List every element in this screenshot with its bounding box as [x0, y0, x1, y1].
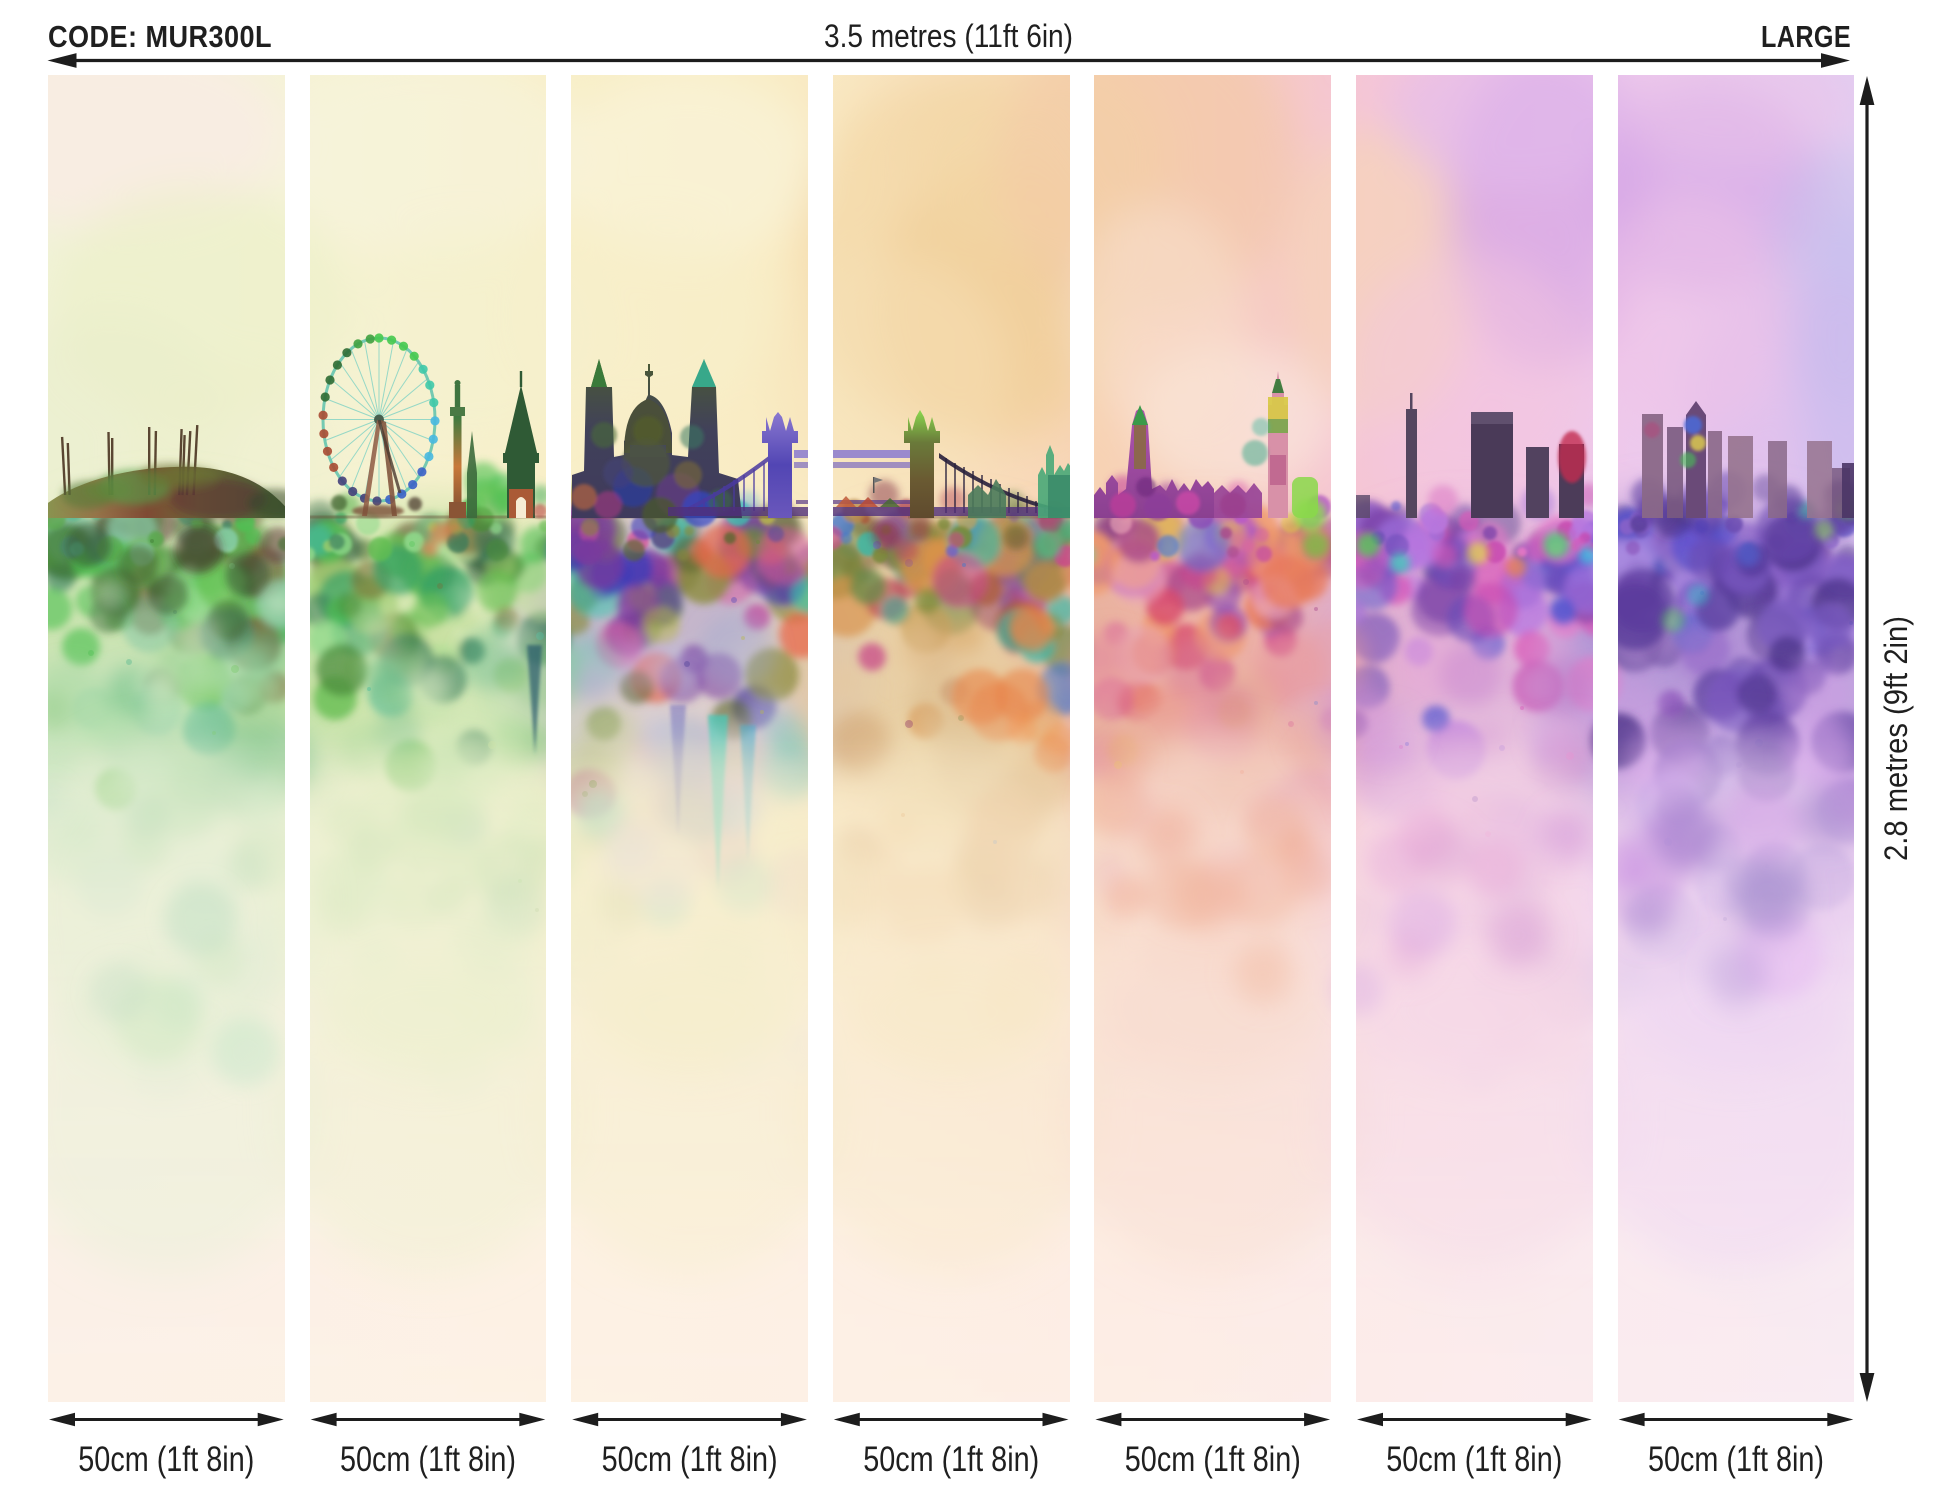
- svg-text:50cm (1ft 8in): 50cm (1ft 8in): [1386, 1440, 1562, 1479]
- svg-text:2.8 metres (9ft 2in): 2.8 metres (9ft 2in): [1878, 616, 1914, 861]
- svg-text:LARGE: LARGE: [1761, 19, 1851, 54]
- svg-text:50cm (1ft 8in): 50cm (1ft 8in): [1648, 1440, 1824, 1479]
- svg-text:3.5 metres (11ft 6in): 3.5 metres (11ft 6in): [824, 18, 1073, 54]
- svg-text:50cm (1ft 8in): 50cm (1ft 8in): [340, 1440, 516, 1479]
- svg-text:50cm (1ft 8in): 50cm (1ft 8in): [602, 1440, 778, 1479]
- svg-text:50cm (1ft 8in): 50cm (1ft 8in): [78, 1440, 254, 1479]
- svg-text:50cm (1ft 8in): 50cm (1ft 8in): [1125, 1440, 1301, 1479]
- svg-text:CODE: MUR300L: CODE: MUR300L: [48, 19, 272, 54]
- svg-text:50cm (1ft 8in): 50cm (1ft 8in): [863, 1440, 1039, 1479]
